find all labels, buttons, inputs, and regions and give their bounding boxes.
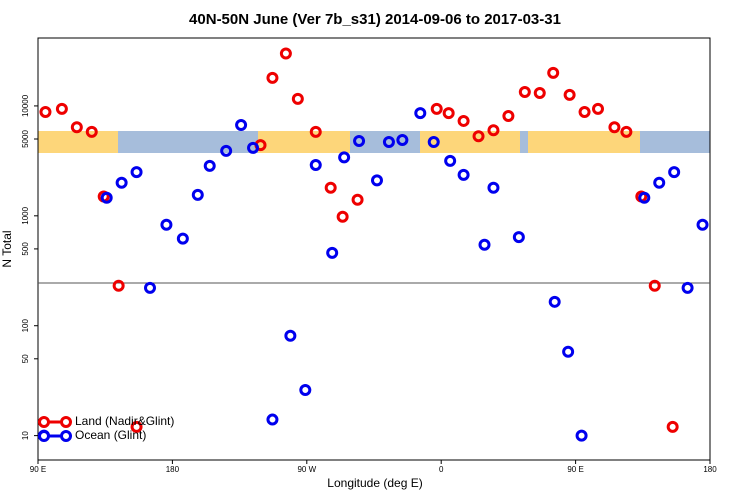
point: [396, 133, 409, 146]
point: [336, 210, 349, 223]
point: [592, 102, 604, 115]
point: [533, 87, 546, 100]
legend-marker: [38, 430, 50, 442]
legend-marker: [60, 416, 72, 428]
point: [442, 107, 455, 120]
legend-marker: [60, 430, 72, 442]
point: [353, 134, 366, 147]
x-axis-label: Longitude (deg E): [327, 476, 422, 490]
point: [562, 345, 575, 358]
point: [203, 159, 216, 172]
point: [487, 124, 500, 137]
point: [668, 166, 681, 179]
point: [666, 420, 679, 433]
point: [430, 102, 443, 115]
point: [512, 231, 525, 244]
y-tick-label: 5000: [21, 130, 30, 148]
point: [427, 135, 440, 148]
point: [279, 47, 292, 60]
y-axis-label: N Total: [0, 230, 14, 267]
point: [115, 176, 128, 189]
y-tick-label: 50: [21, 354, 30, 363]
point: [487, 181, 500, 194]
land-band: [258, 131, 350, 153]
point: [457, 168, 470, 181]
point: [191, 188, 204, 201]
point: [620, 125, 633, 138]
point: [478, 238, 491, 251]
point: [351, 193, 364, 206]
legend-marker: [38, 416, 50, 428]
x-tick-label: 180: [703, 465, 717, 474]
point: [55, 102, 68, 115]
y-tick-label: 10000: [21, 94, 30, 117]
point: [638, 191, 651, 204]
point: [160, 218, 173, 231]
point: [472, 130, 485, 143]
point: [85, 125, 98, 138]
plot-frame: [37, 37, 711, 461]
point: [266, 71, 279, 84]
point: [70, 121, 83, 134]
point: [326, 246, 339, 259]
point: [696, 218, 709, 231]
y-tick-label: 500: [21, 242, 30, 256]
point: [144, 281, 156, 294]
point: [324, 181, 337, 194]
point: [112, 279, 125, 292]
point: [382, 135, 395, 148]
land-band: [528, 131, 640, 153]
point: [648, 279, 661, 292]
point: [130, 420, 143, 433]
point: [130, 166, 143, 179]
y-tick-label: 1000: [21, 206, 30, 224]
point: [39, 106, 52, 119]
point: [608, 121, 621, 134]
legend-label: Land (Nadir&Glint): [75, 414, 174, 428]
point: [309, 125, 322, 138]
point: [284, 329, 297, 342]
point: [309, 159, 322, 172]
map-band: [38, 131, 710, 153]
point: [563, 88, 576, 101]
y-tick-label: 100: [21, 319, 30, 333]
point: [575, 429, 588, 442]
point: [578, 106, 591, 119]
point: [414, 107, 427, 120]
point: [291, 92, 304, 105]
x-tick-label: 90 E: [30, 465, 46, 474]
point: [548, 295, 561, 308]
point: [247, 141, 260, 154]
point: [547, 66, 560, 79]
land-band: [38, 131, 118, 153]
point: [220, 144, 233, 157]
point: [444, 154, 457, 167]
x-tick-label: 0: [439, 465, 444, 474]
land-band: [420, 131, 520, 153]
x-tick-label: 180: [166, 465, 180, 474]
x-tick-label: 90 E: [567, 465, 583, 474]
y-tick-label: 10: [21, 431, 30, 440]
chart-title: 40N-50N June (Ver 7b_s31) 2014-09-06 to …: [189, 11, 561, 28]
point: [176, 232, 189, 245]
point: [235, 119, 248, 132]
point: [457, 114, 470, 127]
point: [370, 174, 383, 187]
x-tick-label: 90 W: [297, 465, 316, 474]
point: [681, 281, 694, 294]
legend-label: Ocean (Glint): [75, 428, 146, 442]
point: [502, 109, 515, 122]
point: [653, 176, 666, 189]
point: [100, 191, 113, 204]
point: [338, 151, 351, 164]
point: [518, 85, 531, 98]
point: [299, 384, 312, 397]
point: [266, 413, 279, 426]
